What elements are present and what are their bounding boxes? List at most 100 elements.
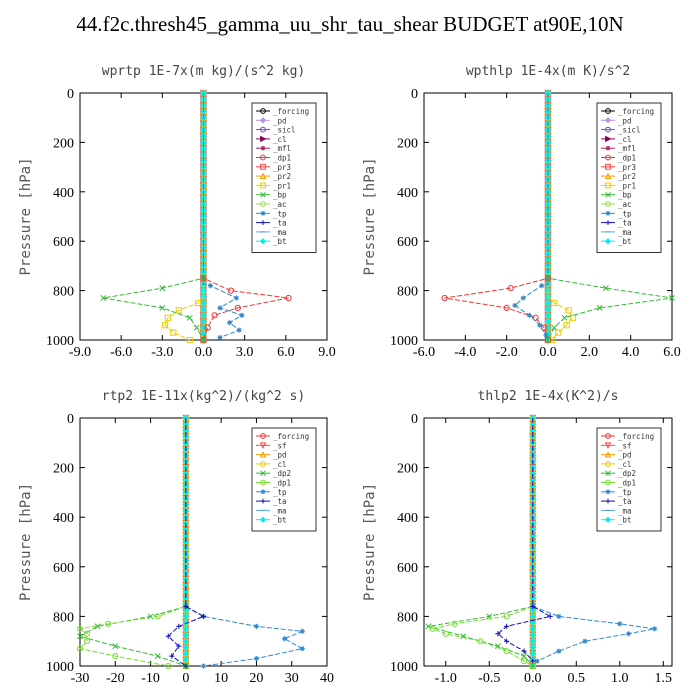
data-point [94,623,101,630]
data-point [565,307,572,314]
data-point [182,650,190,657]
x-tick-label: 0.0 [195,345,213,360]
legend-label: _mfl [618,144,636,153]
legend-label: _forcing [618,432,654,441]
data-point [182,631,190,639]
data-point [596,304,603,311]
legend-marker [260,201,266,207]
y-axis-label: Pressure [hPa] [18,157,34,275]
x-tick-label: -0.5 [478,671,500,686]
x-tick-label: 1.5 [655,671,673,686]
data-point [285,294,292,302]
legend-marker [605,489,611,495]
x-tick-label: 9.0 [318,345,336,360]
data-point [532,314,539,321]
data-point [200,337,207,343]
page-title: 44.f2c.thresh45_gamma_uu_shr_tau_shear B… [76,12,624,36]
data-point [200,299,207,307]
x-tick-label: 10 [214,671,228,686]
data-point [182,613,190,620]
legend-marker [259,516,267,523]
legend-marker [259,172,267,179]
legend-label: _sicl [618,126,641,135]
y-tick-label: 800 [397,285,418,300]
panel-title: wprtp 1E-7x(m kg)/(s^2 kg) [102,64,306,79]
series-line [78,418,187,667]
legend-label: _pd [618,116,632,125]
data-point [165,662,172,670]
data-point [556,648,562,654]
data-point [503,613,510,620]
data-point [563,322,570,329]
data-point [555,329,562,336]
x-tick-label: -6.0 [110,345,132,360]
y-tick-label: 600 [53,561,74,576]
series-tp [512,93,549,338]
y-tick-label: 800 [53,285,74,300]
legend: _forcing_sf_pd_cl_dp2_dp1_tp_ta_ma_bt [251,427,317,532]
data-point [182,606,190,614]
data-point [182,656,190,664]
data-point [520,657,528,665]
data-point [200,336,207,344]
data-point [543,332,549,338]
x-tick-label: 0 [182,671,189,686]
data-point [451,620,458,627]
legend-marker [259,117,267,124]
data-point [194,299,202,307]
legend-marker [259,442,267,449]
data-point [200,305,207,313]
data-point [204,324,211,331]
data-point [669,295,675,301]
legend-label: _pd [618,451,632,460]
legend-label: _ma [618,228,632,237]
data-point [100,295,107,301]
legend-label: _ma [273,228,287,237]
y-tick-label: 0 [67,412,74,427]
series-line [78,418,187,667]
legend-marker [260,470,266,476]
legend-label: _ac [618,200,632,209]
data-point [154,613,161,620]
legend-marker [260,191,266,198]
series-line [444,93,549,341]
data-point [164,314,171,321]
legend-label: _forcing [273,107,309,116]
series-ta [165,418,207,669]
data-point [529,631,537,639]
legend-marker [260,108,266,114]
legend-marker [605,154,611,161]
plot-frame [423,417,673,667]
legend-label: _pd [273,451,287,460]
data-point [83,630,91,637]
legend-label: _dp1 [273,479,291,488]
legend-label: _sicl [273,126,296,135]
data-point [211,312,218,319]
legend-marker [605,126,611,133]
data-point [529,637,537,645]
legend-label: _bt [273,516,287,525]
legend-marker [604,451,612,458]
series-line [514,93,549,336]
series-bp [100,93,207,343]
data-point [529,650,537,657]
data-point [529,625,537,633]
x-tick-label: 20 [249,671,263,686]
y-tick-label: 400 [397,511,418,526]
data-point [539,283,545,289]
data-point [540,324,547,331]
data-point [617,621,623,627]
legend-marker [605,201,611,207]
data-point [507,285,514,292]
legend-box [251,102,317,253]
legend-label: _pr3 [273,163,291,172]
data-point [544,318,552,325]
data-point [182,644,190,651]
legend-marker [605,498,611,504]
chart-panel-4: thlp2 1E-4x(K^2)/s Pressure [hPa] -1.0 -0.5… [362,389,673,686]
data-point [299,646,305,652]
data-point [529,606,537,614]
x-tick-label: 0.5 [568,671,586,686]
data-point [236,327,242,333]
data-point [217,334,223,341]
